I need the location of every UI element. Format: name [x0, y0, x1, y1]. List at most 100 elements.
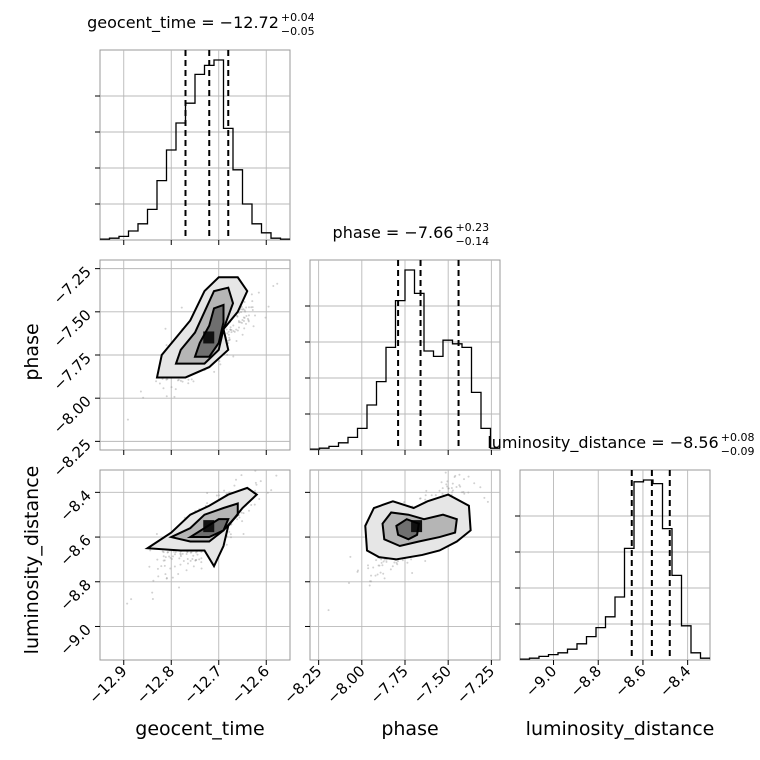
scatter-geocent-time-phase-point [241, 308, 244, 311]
scatter-phase-luminosity-distance-point [459, 485, 462, 488]
scatter-phase-luminosity-distance-point [486, 500, 489, 503]
scatter-geocent-time-phase-point [218, 360, 221, 363]
scatter-geocent-time-luminosity-distance-point [275, 474, 278, 477]
scatter-phase-luminosity-distance-point [425, 489, 428, 492]
y-axis-label-luminosity-distance: luminosity_distance [21, 466, 43, 655]
scatter-geocent-time-phase-point [155, 380, 158, 383]
scatter-geocent-time-phase-point [213, 370, 216, 373]
hist-luminosity-distance-bin-10 [615, 597, 625, 660]
scatter-geocent-time-luminosity-distance-point [169, 556, 172, 559]
scatter-geocent-time-luminosity-distance-point [179, 563, 182, 566]
hist-geocent-time-bin-17 [262, 233, 272, 240]
scatter-geocent-time-luminosity-distance-point [130, 598, 133, 601]
scatter-geocent-time-luminosity-distance-point [253, 503, 256, 506]
scatter-phase-luminosity-distance-point [446, 480, 449, 483]
scatter-geocent-time-phase-point [239, 321, 242, 324]
scatter-geocent-time-luminosity-distance-point [163, 559, 166, 562]
scatter-phase-luminosity-distance-point [396, 560, 399, 563]
scatter-phase-luminosity-distance-point [467, 491, 470, 494]
hist-geocent-time-bin-6 [157, 181, 167, 240]
scatter-phase-luminosity-distance-point [455, 485, 458, 488]
scatter-geocent-time-luminosity-distance-point [179, 555, 182, 558]
scatter-geocent-time-luminosity-distance-point [233, 484, 236, 487]
hist-luminosity-distance-bin-5 [568, 649, 578, 660]
scatter-geocent-time-luminosity-distance-point [235, 478, 238, 481]
scatter-geocent-time-phase-point [142, 396, 145, 399]
scatter-phase-luminosity-distance-contour-1 [381, 511, 458, 548]
scatter-geocent-time-phase-contour-0 [155, 276, 249, 379]
scatter-phase-luminosity-distance-point [356, 569, 359, 572]
hist-geocent-time-bin-0 [100, 239, 110, 240]
scatter-geocent-time-luminosity-distance-point [258, 498, 261, 501]
scatter-phase-luminosity-distance-point [450, 491, 453, 494]
hist-luminosity-distance-grid [553, 470, 689, 660]
scatter-phase-luminosity-distance-point [379, 571, 382, 574]
scatter-geocent-time-luminosity-distance-point [195, 558, 198, 561]
scatter-phase-luminosity-distance-point [372, 566, 375, 569]
scatter-geocent-time-phase-point [176, 379, 179, 382]
scatter-geocent-time-luminosity-distance-point [186, 550, 189, 553]
scatter-geocent-time-luminosity-distance-point [170, 558, 173, 561]
hist-phase-bin-17 [472, 392, 482, 450]
scatter-geocent-time-luminosity-distance-xtick-label-2: −12.7 [180, 662, 225, 707]
scatter-phase-luminosity-distance-point [418, 497, 421, 500]
hist-geocent-time-bin-10 [195, 74, 205, 240]
scatter-geocent-time-phase-point [230, 331, 233, 334]
hist-phase-bin-1 [320, 448, 330, 450]
hist-geocent-time-bin-2 [119, 236, 129, 240]
scatter-geocent-time-luminosity-distance-point [171, 555, 174, 558]
scatter-geocent-time-phase-point [219, 363, 222, 366]
scatter-geocent-time-phase-point [232, 330, 235, 333]
hist-phase-title-plus: +0.23 [455, 221, 489, 234]
scatter-phase-luminosity-distance-point [382, 572, 385, 575]
scatter-phase-luminosity-distance-point [462, 478, 465, 481]
hist-phase-bin-4 [348, 437, 358, 450]
scatter-geocent-time-phase-point [165, 344, 168, 347]
scatter-geocent-time-phase-point [251, 306, 254, 309]
scatter-geocent-time-luminosity-distance-xtick-label-3: −12.6 [228, 662, 273, 707]
scatter-geocent-time-luminosity-distance-ytick-label-1: −8.8 [56, 576, 94, 614]
hist-phase-bin-6 [367, 405, 377, 450]
scatter-geocent-time-luminosity-distance-point [186, 557, 189, 560]
scatter-phase-luminosity-distance-point [434, 494, 437, 497]
hist-phase-bin-12 [424, 351, 434, 450]
hist-phase-step-line [310, 269, 500, 450]
scatter-phase-luminosity-distance-point [424, 559, 427, 562]
scatter-geocent-time-phase-point [242, 319, 245, 322]
hist-luminosity-distance-bin-9 [606, 617, 616, 660]
hist-luminosity-distance-bin-16 [672, 575, 682, 660]
scatter-geocent-time-phase-point [179, 379, 182, 382]
scatter-geocent-time-luminosity-distance-point [217, 491, 220, 494]
scatter-geocent-time-phase-point [174, 388, 177, 391]
hist-luminosity-distance-step-line [520, 479, 710, 660]
scatter-phase-luminosity-distance-point [467, 475, 470, 478]
scatter-geocent-time-phase-point [267, 305, 270, 308]
scatter-geocent-time-phase-point [187, 382, 190, 385]
hist-luminosity-distance-bin-6 [577, 644, 587, 660]
hist-geocent-time-bin-16 [252, 224, 262, 240]
scatter-phase-luminosity-distance-point [383, 558, 386, 561]
scatter-geocent-time-phase-point [243, 327, 246, 330]
hist-luminosity-distance-bin-14 [653, 484, 663, 660]
hist-geocent-time-bin-4 [138, 224, 148, 240]
scatter-geocent-time-phase-point [190, 378, 193, 381]
hist-luminosity-distance-bin-8 [596, 628, 606, 660]
scatter-phase-luminosity-distance-point [461, 491, 464, 494]
scatter-geocent-time-phase-point [229, 328, 232, 331]
scatter-geocent-time-luminosity-distance-point [230, 536, 233, 539]
scatter-geocent-time-luminosity-distance-point [160, 565, 163, 568]
scatter-geocent-time-phase-point [126, 418, 129, 421]
y-axis-label-phase: phase [21, 323, 43, 380]
scatter-phase-luminosity-distance-point [380, 561, 383, 564]
scatter-geocent-time-luminosity-distance-point [171, 576, 174, 579]
scatter-geocent-time-phase-point [245, 322, 248, 325]
scatter-geocent-time-phase-point [240, 311, 243, 314]
scatter-geocent-time-phase-point [229, 326, 232, 329]
scatter-geocent-time-luminosity-distance-point [194, 559, 197, 562]
scatter-geocent-time-luminosity-distance-point [190, 551, 193, 554]
scatter-phase-luminosity-distance-point [458, 473, 461, 476]
scatter-phase-luminosity-distance-point [377, 564, 380, 567]
hist-geocent-time-bin-15 [243, 204, 253, 240]
scatter-geocent-time-luminosity-distance-point [157, 575, 160, 578]
hist-luminosity-distance-panel: −9.0 −8.8 −8.6 −8.4 luminosity_distance = −8… [487, 431, 754, 701]
